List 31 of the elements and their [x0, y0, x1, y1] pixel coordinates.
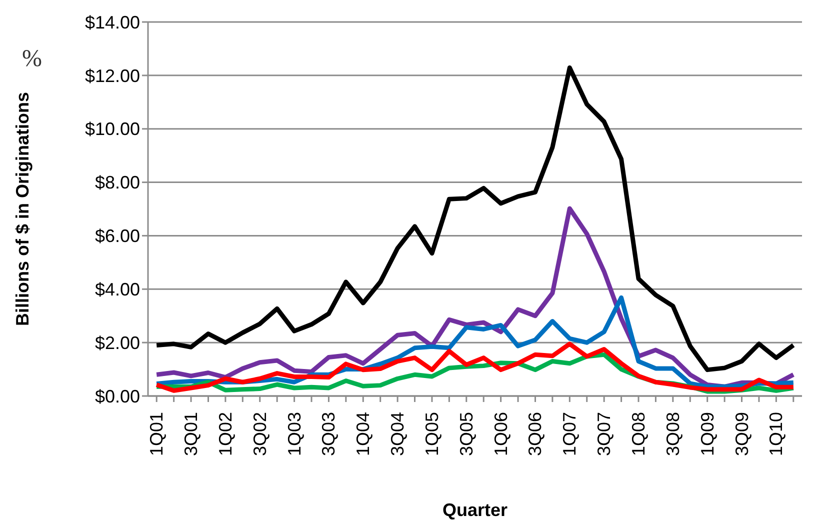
x-tick-label: 3Q09	[732, 412, 752, 456]
x-tick-label: 3Q01	[181, 412, 202, 456]
x-tick-label: 3Q06	[525, 412, 546, 456]
x-tick-label: 1Q07	[560, 412, 580, 456]
y-tick-label: $12.00	[84, 66, 140, 86]
x-tick-label: 3Q05	[456, 412, 476, 456]
x-tick-label: 1Q01	[146, 412, 167, 456]
x-tick-label: 1Q04	[353, 412, 374, 456]
y-tick-label: $10.00	[84, 119, 140, 140]
x-tick-label: 1Q08	[628, 412, 648, 456]
x-tick-label: 1Q03	[284, 412, 304, 456]
x-tick-label: 1Q02	[215, 412, 236, 456]
x-tick-label: 1Q05	[422, 412, 442, 456]
x-tick-label: 3Q03	[318, 412, 339, 456]
x-tick-label: 3Q08	[662, 412, 683, 456]
x-axis-title: Quarter	[442, 500, 508, 520]
y-tick-label: $4.00	[94, 280, 140, 300]
x-tick-label: 3Q07	[594, 412, 614, 456]
y-tick-label: $6.00	[94, 226, 140, 246]
x-tick-label: 1Q09	[697, 412, 718, 456]
y-tick-label: $8.00	[94, 172, 140, 193]
line-series	[154, 65, 796, 372]
x-tick-label: 1Q06	[490, 412, 511, 456]
text: %	[22, 46, 42, 73]
x-tick-label: 3Q02	[250, 412, 270, 456]
y-tick-label: $0.00	[94, 386, 140, 406]
x-tick-label: 1Q10	[766, 412, 786, 456]
y-tick-label: $14.00	[84, 12, 140, 32]
y-tick-label: $2.00	[94, 332, 140, 353]
y-axis-title: Billions of $ in Originations	[12, 92, 32, 326]
x-tick-label: 3Q04	[388, 412, 408, 456]
